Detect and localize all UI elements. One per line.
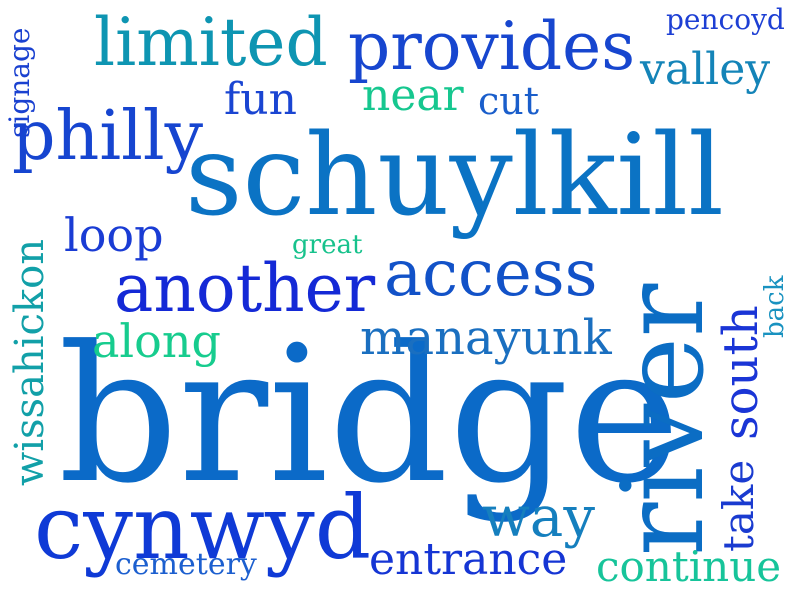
word-signage: signage: [3, 27, 36, 138]
word-take: take: [714, 459, 763, 552]
word-philly: philly: [12, 97, 203, 176]
word-great: great: [292, 230, 363, 260]
word-pencoyd: pencoyd: [666, 3, 785, 36]
word-along: along: [92, 314, 221, 368]
word-access: access: [384, 237, 598, 311]
word-manayunk: manayunk: [360, 310, 612, 366]
word-wissahickon: wissahickon: [7, 239, 53, 486]
word-entrance: entrance: [369, 534, 568, 585]
word-cut: cut: [478, 79, 540, 123]
word-schuylkill: schuylkill: [185, 111, 724, 241]
word-cynwyd: cynwyd: [34, 476, 372, 579]
word-provides: provides: [348, 8, 636, 85]
word-limited: limited: [94, 4, 328, 81]
word-loop: loop: [64, 208, 164, 262]
word-back: back: [760, 275, 790, 338]
word-valley: valley: [640, 44, 771, 95]
word-fun: fun: [224, 74, 297, 125]
word-river: river: [599, 283, 729, 556]
word-near: near: [362, 70, 464, 121]
word-south: south: [713, 305, 769, 440]
word-cemetery: cemetery: [115, 547, 257, 582]
word-another: another: [114, 250, 376, 327]
word-continue: continue: [596, 542, 782, 591]
word-bridge: bridge: [58, 306, 681, 525]
word-way: way: [482, 485, 595, 550]
